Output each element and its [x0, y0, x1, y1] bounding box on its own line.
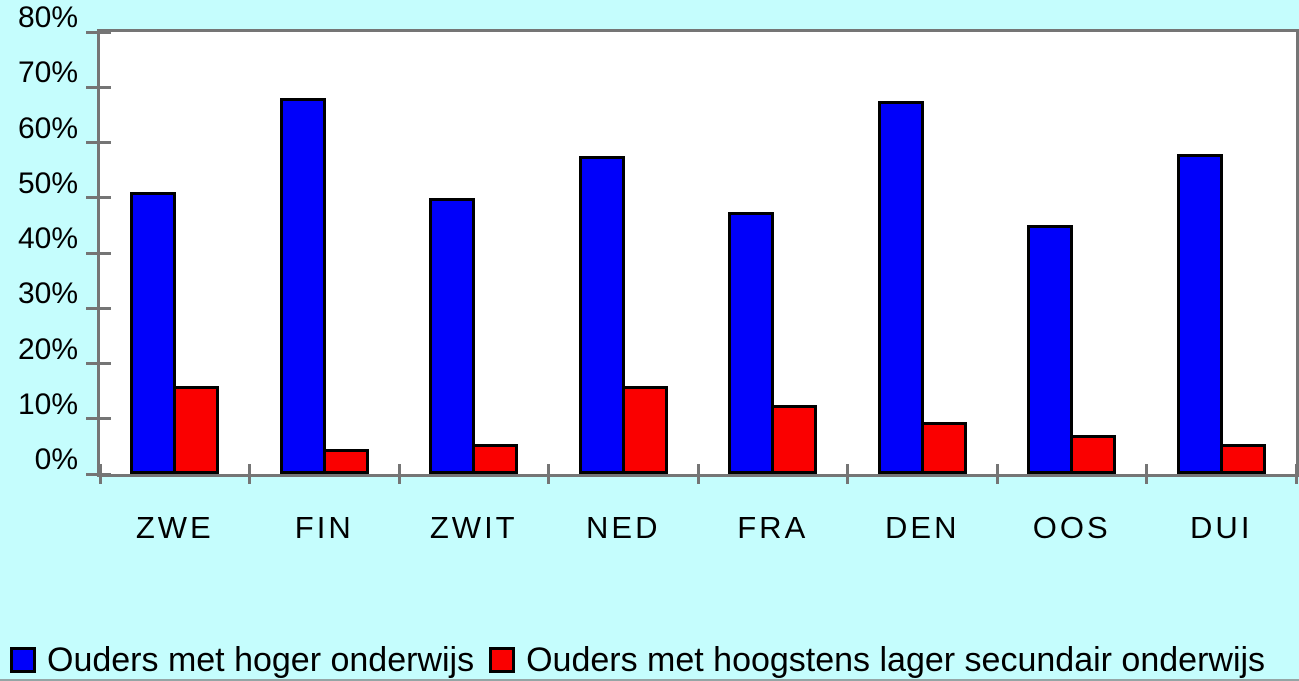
- x-category-label-fin: FIN: [294, 510, 354, 545]
- y-axis-tick: [86, 85, 111, 89]
- x-axis-tick: [696, 464, 700, 484]
- y-axis-tick: [86, 362, 111, 365]
- x-axis-tick: [995, 464, 999, 484]
- legend: Ouders met hoger onderwijs Ouders met ho…: [10, 638, 1265, 681]
- bar-red-dui: [1219, 443, 1266, 474]
- legend-item-hoger-onderwijs: Ouders met hoger onderwijs: [10, 641, 474, 680]
- x-axis-tick: [547, 464, 550, 484]
- bar-red-oos: [1070, 435, 1116, 474]
- x-axis-tick: [98, 464, 102, 484]
- x-axis-tick: [1145, 464, 1148, 484]
- bar-blue-ned: [578, 156, 625, 474]
- y-tick-label: 80%: [17, 1, 78, 34]
- legend-swatch-blue: [10, 647, 36, 673]
- x-category-label-den: DEN: [885, 510, 960, 545]
- bar-blue-zwit: [429, 197, 475, 474]
- bar-red-zwe: [173, 385, 219, 474]
- x-category-label-oos: OOS: [1032, 510, 1111, 545]
- bar-blue-oos: [1027, 225, 1073, 474]
- y-tick-label: 30%: [17, 277, 78, 311]
- x-axis-tick: [1294, 464, 1298, 484]
- y-tick-label: 50%: [17, 166, 78, 200]
- x-category-label-ned: NED: [586, 510, 661, 545]
- y-tick-label: 0%: [34, 443, 78, 476]
- y-axis-tick: [86, 251, 111, 255]
- y-tick-label: 10%: [17, 387, 78, 421]
- legend-swatch-red: [489, 647, 516, 673]
- bar-red-zwit: [472, 443, 518, 474]
- y-tick-label: 60%: [17, 111, 78, 145]
- bar-blue-dui: [1176, 153, 1223, 474]
- x-axis-tick: [248, 464, 251, 484]
- bottom-border-line: [0, 679, 1299, 681]
- y-axis-tick: [86, 141, 111, 144]
- legend-label-lager-secundair-onderwijs: Ouders met hoogstens lager secundair ond…: [526, 640, 1266, 679]
- x-category-label-dui: DUI: [1190, 510, 1253, 545]
- y-axis-tick: [86, 417, 111, 421]
- bar-red-fin: [322, 449, 369, 474]
- bar-red-den: [920, 421, 967, 474]
- x-axis-tick: [846, 464, 849, 484]
- x-axis-tick: [397, 464, 401, 484]
- bar-red-fra: [771, 404, 817, 474]
- y-tick-label: 20%: [17, 332, 78, 366]
- bar-blue-zwe: [130, 192, 176, 474]
- bar-red-ned: [621, 385, 668, 474]
- y-tick-label: 70%: [17, 56, 78, 90]
- x-category-label-zwit: ZWIT: [429, 510, 518, 545]
- y-axis-tick: [86, 306, 111, 310]
- legend-label-hoger-onderwijs: Ouders met hoger onderwijs: [47, 640, 475, 679]
- bar-blue-fin: [279, 98, 326, 474]
- x-category-label-zwe: ZWE: [135, 510, 214, 545]
- bar-blue-fra: [728, 211, 774, 474]
- y-tick-label: 40%: [17, 222, 78, 255]
- legend-item-lager-secundair-onderwijs: Ouders met hoogstens lager secundair ond…: [489, 641, 1265, 680]
- y-axis-tick: [86, 30, 111, 34]
- bar-blue-den: [877, 101, 924, 474]
- y-axis-tick: [86, 196, 111, 200]
- x-category-label-fra: FRA: [737, 510, 809, 545]
